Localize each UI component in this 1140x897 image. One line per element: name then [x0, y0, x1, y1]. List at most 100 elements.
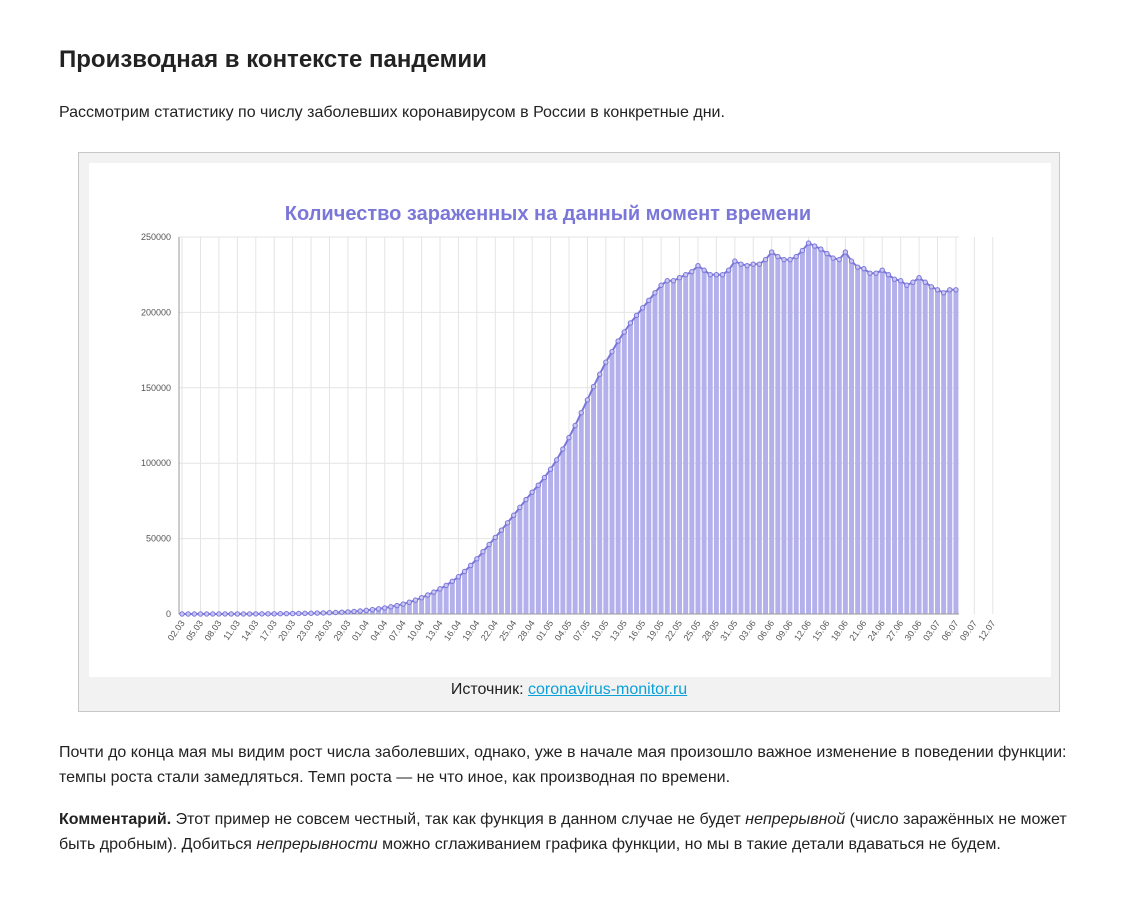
- data-point: [928, 284, 935, 290]
- data-point: [541, 474, 548, 481]
- data-point: [775, 253, 781, 260]
- chart-bar: [578, 412, 584, 614]
- data-point: [560, 446, 566, 452]
- data-point: [953, 287, 959, 293]
- data-point: [725, 267, 732, 273]
- chart-bar: [425, 594, 431, 614]
- data-point: [382, 605, 388, 611]
- chart-bar: [627, 322, 633, 614]
- x-tick-label: 20.03: [276, 618, 297, 642]
- chart-bar: [548, 469, 554, 614]
- chart-bar: [842, 252, 848, 614]
- data-point: [259, 611, 265, 617]
- data-point: [707, 272, 713, 278]
- y-tick-label: 200000: [141, 307, 171, 317]
- chart-bar: [769, 252, 775, 614]
- chart-bar: [468, 565, 474, 614]
- y-tick-label: 50000: [146, 534, 171, 544]
- chart-bar: [511, 515, 517, 614]
- data-point: [449, 578, 456, 584]
- x-tick-label: 28.04: [516, 618, 537, 642]
- chart-bar: [382, 607, 388, 614]
- data-point: [455, 574, 462, 580]
- data-point: [842, 249, 849, 255]
- x-tick-label: 05.03: [184, 618, 205, 642]
- chart-bar: [793, 256, 799, 614]
- chart-bar: [750, 264, 756, 614]
- data-point: [689, 268, 695, 275]
- x-tick-label: 24.06: [866, 618, 887, 642]
- comment-term-continuous: непрерывной: [745, 811, 846, 828]
- x-tick-label: 29.03: [331, 618, 352, 642]
- chart-bar: [738, 264, 744, 614]
- x-tick-label: 09.06: [774, 618, 795, 642]
- chart-bar: [849, 261, 854, 614]
- x-tick-label: 31.05: [718, 618, 739, 642]
- data-point: [744, 262, 750, 269]
- data-point: [357, 608, 363, 614]
- infected-chart: Количество зараженных на данный момент в…: [141, 203, 997, 643]
- data-point: [799, 247, 806, 254]
- data-point: [210, 611, 216, 617]
- data-point: [363, 607, 370, 614]
- data-point: [627, 320, 634, 326]
- y-tick-label: 100000: [141, 458, 171, 468]
- data-point: [197, 611, 204, 617]
- x-tick-label: 14.03: [239, 618, 260, 642]
- x-tick-label: 25.04: [497, 618, 518, 642]
- chart-bar: [455, 576, 461, 614]
- chart-bar: [400, 604, 406, 614]
- chart-bar: [541, 477, 547, 614]
- y-tick-label: 250000: [141, 232, 171, 242]
- y-tick-label: 0: [166, 609, 171, 619]
- data-point: [179, 611, 185, 617]
- x-tick-label: 28.05: [700, 618, 721, 642]
- x-tick-label: 18.06: [829, 618, 850, 642]
- x-tick-label: 11.03: [221, 618, 242, 642]
- chart-bar: [935, 289, 940, 614]
- chart-bar: [879, 270, 885, 614]
- chart-bar: [744, 265, 750, 614]
- intro-paragraph: Рассмотрим статистику по числу заболевши…: [59, 104, 725, 121]
- data-point: [664, 278, 670, 284]
- x-tick-label: 22.04: [479, 618, 500, 642]
- data-point: [787, 256, 793, 263]
- data-point: [253, 611, 259, 617]
- source-link[interactable]: coronavirus-monitor.ru: [528, 681, 688, 698]
- chart-bar: [474, 558, 480, 614]
- data-point: [431, 589, 437, 595]
- data-point: [658, 282, 664, 288]
- x-tick-label: 10.05: [589, 618, 610, 642]
- x-tick-label: 25.05: [681, 618, 702, 642]
- comment-text-3: можно сглаживанием графика функции, но м…: [377, 836, 1001, 853]
- x-tick-label: 12.07: [976, 618, 997, 642]
- data-point: [277, 611, 284, 617]
- data-point: [854, 264, 861, 270]
- chart-bar: [394, 605, 400, 614]
- data-point: [443, 582, 449, 589]
- data-point: [289, 610, 296, 617]
- chart-bar: [892, 279, 897, 614]
- data-point: [375, 606, 382, 612]
- chart-bar: [615, 341, 621, 614]
- data-point: [572, 422, 578, 429]
- data-point: [566, 434, 572, 441]
- chart-bar: [640, 307, 646, 614]
- chart-bar: [830, 258, 836, 614]
- data-point: [910, 279, 916, 285]
- chart-bar: [597, 374, 603, 614]
- x-tick-label: 01.04: [350, 618, 371, 642]
- data-point: [670, 278, 677, 284]
- comment-text-1: Этот пример не совсем честный, так как ф…: [171, 811, 746, 828]
- data-point: [756, 261, 763, 267]
- x-tick-label: 07.04: [387, 618, 408, 642]
- data-point: [609, 348, 615, 355]
- chart-bar: [787, 259, 793, 614]
- data-point: [621, 329, 627, 335]
- data-point: [732, 258, 738, 264]
- data-point: [246, 611, 253, 617]
- data-point: [793, 253, 799, 260]
- chart-bar: [431, 592, 437, 614]
- data-point: [738, 261, 744, 267]
- x-tick-label: 27.06: [884, 618, 905, 642]
